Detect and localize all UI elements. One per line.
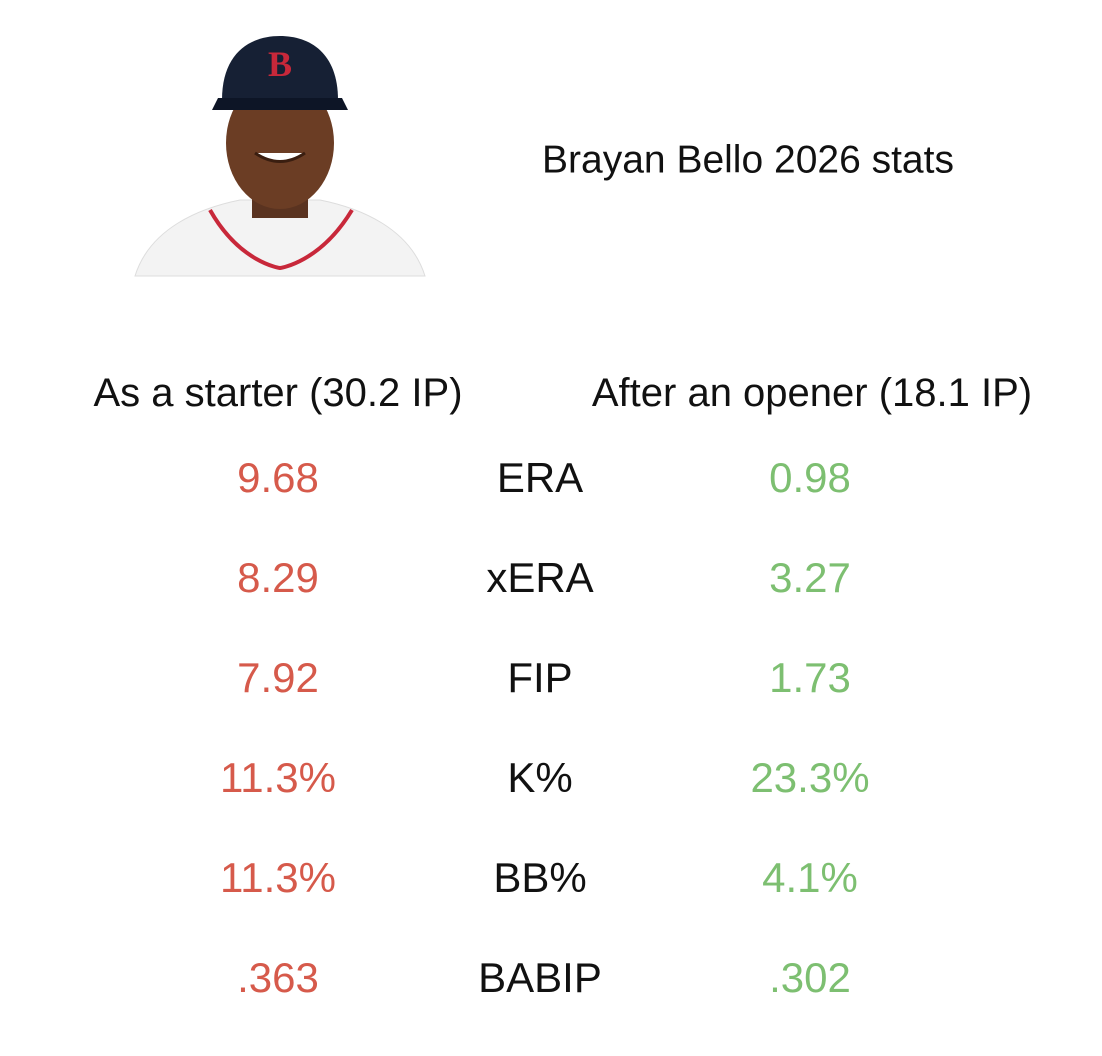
starter-value: 7.92	[237, 654, 319, 701]
stat-name: K%	[507, 754, 573, 801]
column-header: As a starter (30.2 IP)	[93, 371, 463, 415]
starter-value: 11.3%	[220, 854, 336, 901]
stat-name: BABIP	[478, 954, 602, 1001]
stat-name: BB%	[493, 854, 587, 901]
opener-value: 4.1%	[762, 854, 858, 901]
starter-value: 11.3%	[220, 754, 336, 801]
stat-name: FIP	[507, 654, 573, 701]
starter-value: 8.29	[237, 554, 319, 601]
opener-value: 3.27	[769, 554, 851, 601]
opener-value: 0.98	[769, 454, 851, 501]
stat-name: xERA	[486, 554, 594, 601]
opener-value: 23.3%	[750, 754, 870, 801]
starter-value: .363	[237, 954, 319, 1001]
title: Brayan Bello 2026 stats	[542, 138, 954, 182]
opener-value: .302	[769, 954, 851, 1001]
starter-value: 9.68	[237, 454, 319, 501]
stat-name: ERA	[496, 454, 584, 501]
column-header: After an opener (18.1 IP)	[591, 371, 1033, 415]
opener-value: 1.73	[769, 654, 851, 701]
player-photo: B	[134, 36, 426, 277]
svg-text:B: B	[268, 44, 292, 84]
